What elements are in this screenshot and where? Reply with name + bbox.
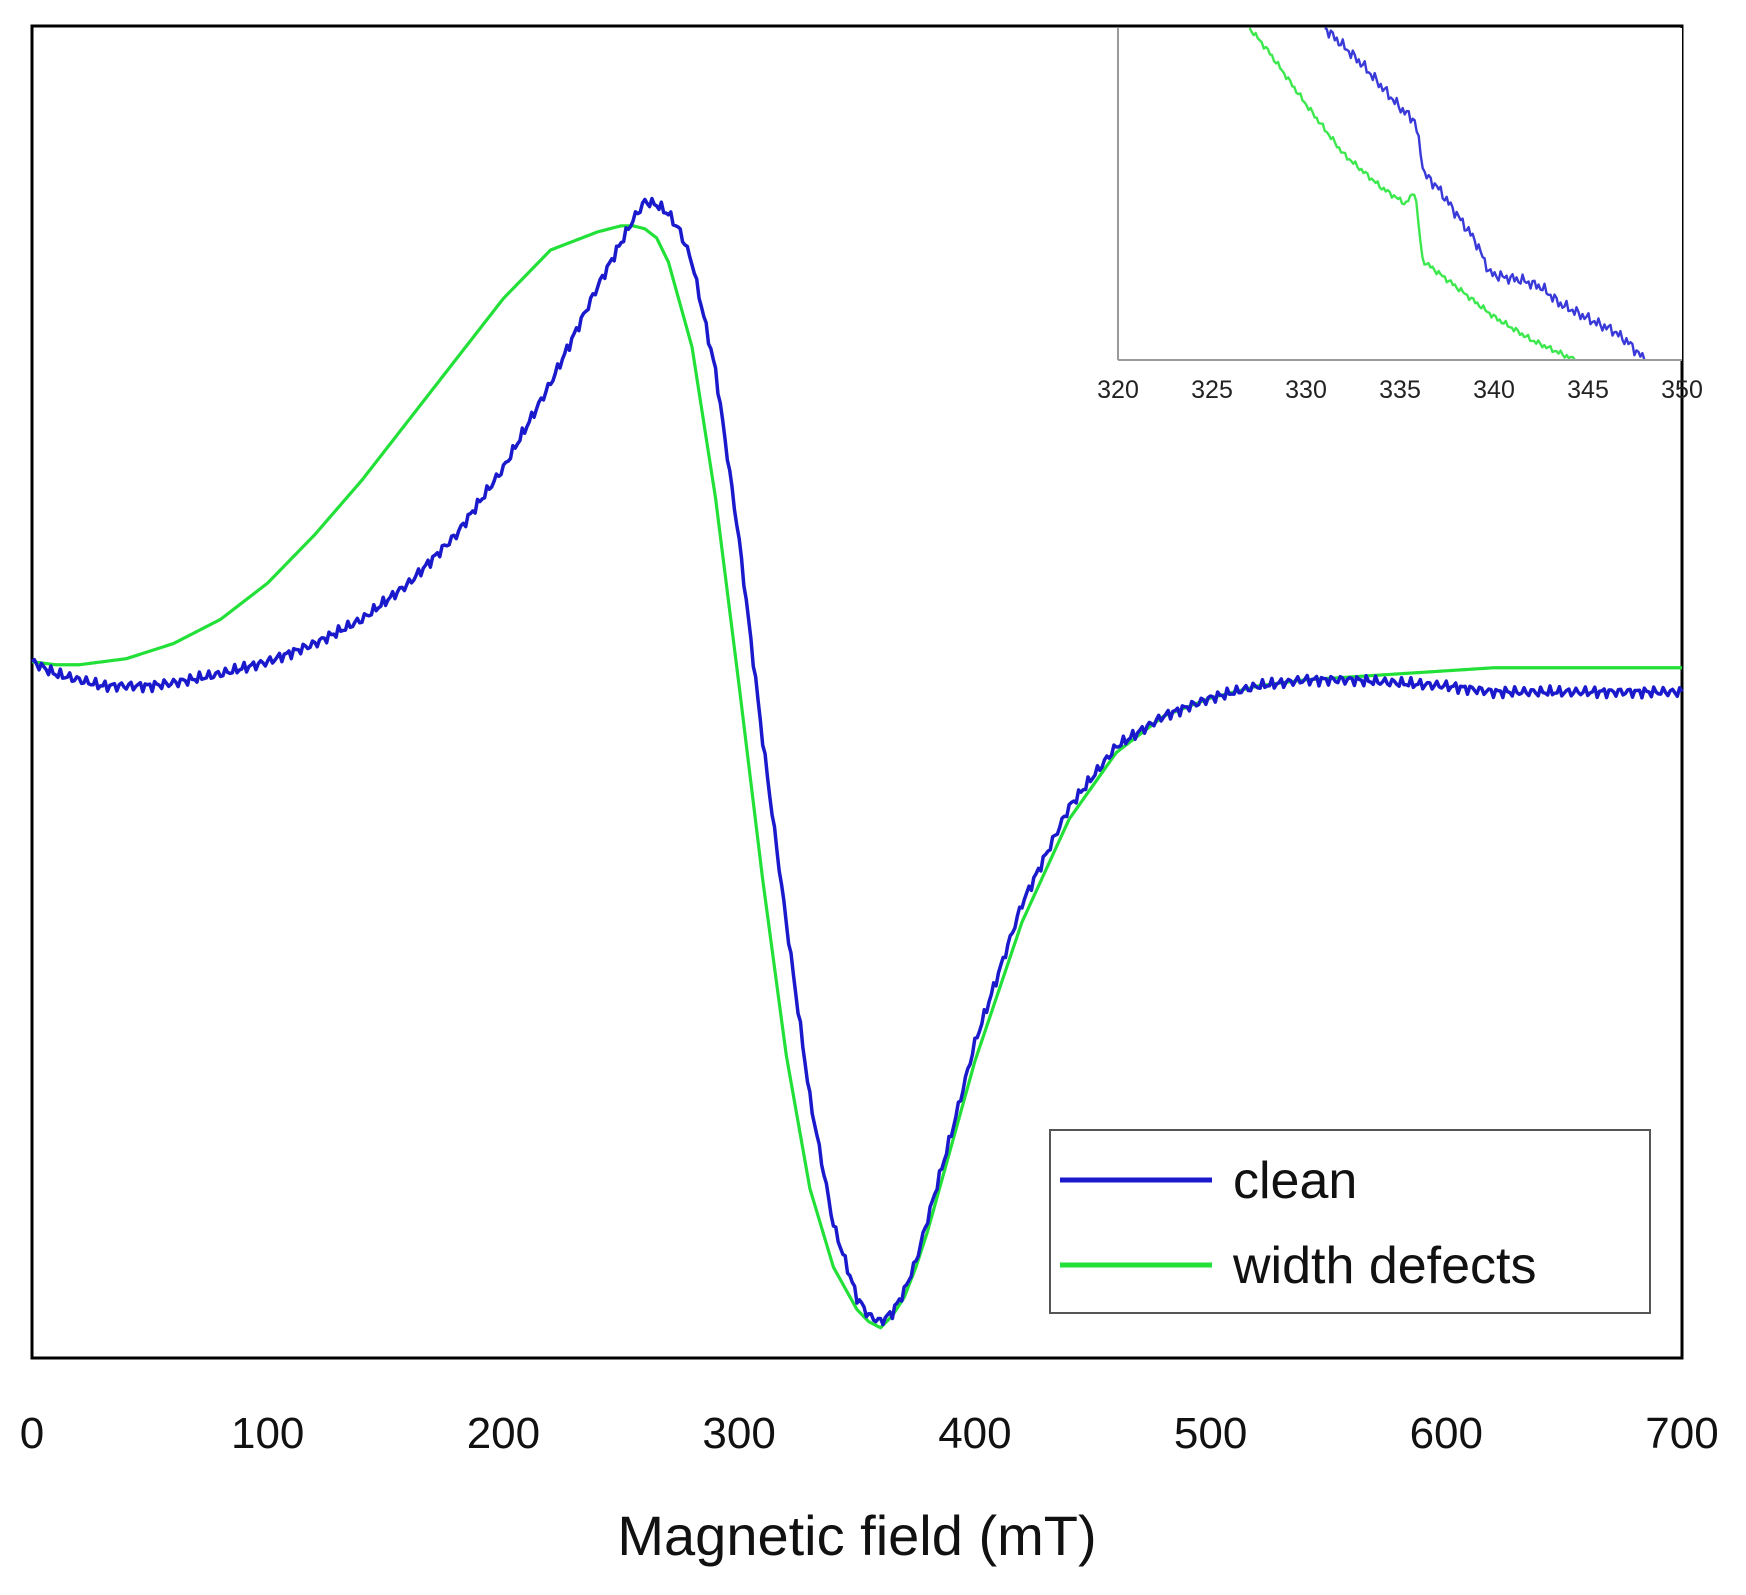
legend-label-width-defects: width defects bbox=[1232, 1237, 1537, 1295]
inset-x-tick-label-335: 335 bbox=[1379, 376, 1421, 404]
series-line-width-defects bbox=[31, 224, 1682, 1330]
x-tick-label-0: 0 bbox=[20, 1409, 44, 1458]
x-axis-title: Magnetic field (mT) bbox=[617, 1504, 1096, 1567]
inset-series-line-clean bbox=[1324, 26, 1646, 361]
x-tick-label-300: 300 bbox=[702, 1409, 775, 1458]
main-plot-frame bbox=[30, 24, 1684, 1360]
inset-x-tick-label-345: 345 bbox=[1567, 376, 1609, 404]
inset-x-tick-labels: 320 325 330 335 340 345 350 bbox=[1097, 376, 1703, 404]
series-line-clean bbox=[30, 196, 1684, 1327]
legend-label-clean: clean bbox=[1233, 1152, 1357, 1210]
inset-x-tick-label-320: 320 bbox=[1097, 376, 1139, 404]
legend-box bbox=[1049, 1129, 1651, 1314]
main-series-group bbox=[30, 196, 1684, 1330]
inset-x-tick-label-325: 325 bbox=[1191, 376, 1233, 404]
x-tick-label-400: 400 bbox=[938, 1409, 1011, 1458]
inset-x-tick-label-330: 330 bbox=[1285, 376, 1327, 404]
x-tick-label-100: 100 bbox=[231, 1409, 304, 1458]
inset-background bbox=[1118, 28, 1682, 360]
inset-series-group bbox=[1248, 26, 1646, 361]
inset-x-tick-label-340: 340 bbox=[1473, 376, 1515, 404]
legend: clean width defects bbox=[1049, 1129, 1651, 1314]
x-tick-label-200: 200 bbox=[467, 1409, 540, 1458]
main-x-tick-labels: 0 100 200 300 400 500 600 700 bbox=[20, 1409, 1719, 1458]
inset-series-line-width-defects bbox=[1248, 27, 1576, 361]
x-tick-label-600: 600 bbox=[1410, 1409, 1483, 1458]
inset-x-tick-label-350: 350 bbox=[1661, 376, 1703, 404]
x-tick-label-700: 700 bbox=[1645, 1409, 1718, 1458]
x-tick-label-500: 500 bbox=[1174, 1409, 1247, 1458]
